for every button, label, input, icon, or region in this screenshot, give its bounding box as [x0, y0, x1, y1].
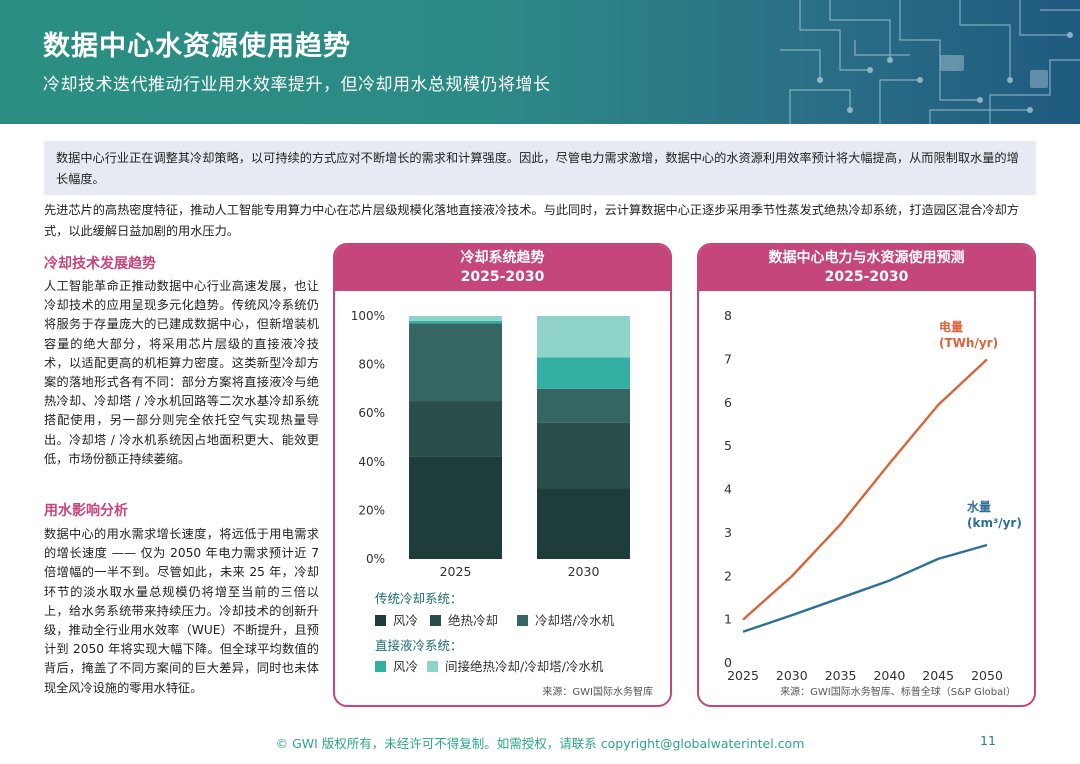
- stacked-bar-chart: 0% 20% 40% 60% 80% 100% 2025 2030 传统冷却系统： 风冷 绝热…: [351, 309, 653, 698]
- legend-swatch: [430, 615, 441, 626]
- page-number: 11: [980, 733, 996, 748]
- legend-label: 风冷: [393, 613, 418, 628]
- section-heading-cooling: 冷却技术发展趋势: [44, 256, 156, 272]
- section-body-cooling: 人工智能革命正推动数据中心行业高速发展，也让冷却技术的应用呈现多元化趋势。传统风…: [44, 279, 319, 466]
- y-tick-label: 100%: [351, 309, 385, 323]
- bar-segment: [537, 316, 630, 358]
- water-series-label: 水量: [967, 499, 991, 514]
- cooling-trend-panel-header: 冷却系统趋势 2025-2030: [335, 245, 670, 291]
- legend-label: 冷却塔/冷水机: [535, 613, 615, 628]
- x-tick-label: 2030: [568, 564, 600, 579]
- y-tick-label: 40%: [358, 455, 385, 469]
- x-tick-label: 2030: [776, 668, 808, 683]
- chart-source: 来源：GWI国际水务智库: [542, 685, 653, 698]
- y-tick-label: 60%: [358, 406, 385, 420]
- y-tick-label: 7: [724, 351, 732, 366]
- legend-swatch: [517, 615, 528, 626]
- x-tick-label: 2045: [922, 668, 954, 683]
- lead-paragraph: 先进芯片的高热密度特征，推动人工智能专用算力中心在芯片层级规模化落地直接液冷技术…: [44, 203, 1019, 238]
- y-tick-label: 5: [724, 438, 732, 453]
- cooling-trend-panel: 冷却系统趋势 2025-2030 0% 20% 40% 60% 80% 100% 2025…: [333, 243, 672, 707]
- bar-segment: [537, 422, 630, 489]
- x-tick-label: 2025: [727, 668, 759, 683]
- chart-source: 来源：GWI国际水务智库、标普全球（S&P Global）: [780, 685, 1016, 698]
- chart-subtitle: 2025-2030: [824, 269, 909, 285]
- bar-segment: [409, 320, 502, 324]
- series-line: [742, 543, 988, 633]
- section-heading-water: 用水影响分析: [44, 503, 128, 519]
- legend-swatch: [427, 661, 438, 672]
- chart-subtitle: 2025-2030: [460, 269, 545, 285]
- copyright-footer: © GWI 版权所有，未经许可不得复制。如需授权，请联系 copyright@g…: [275, 736, 805, 751]
- y-tick-label: 0%: [366, 552, 385, 566]
- bar-segment: [409, 456, 502, 559]
- bar-segment: [537, 388, 630, 423]
- x-tick-label: 2035: [825, 668, 857, 683]
- series-line: [742, 358, 988, 621]
- y-tick-label: 0: [724, 655, 732, 670]
- legend-swatch: [375, 615, 386, 626]
- y-tick-label: 1: [724, 612, 732, 627]
- y-tick-label: 80%: [358, 358, 385, 372]
- circuit-board-image: [780, 0, 1080, 124]
- page-title: 数据中心水资源使用趋势: [43, 31, 351, 62]
- y-tick-label: 4: [724, 482, 732, 497]
- section-body-water: 数据中心的用水需求增长速度，将远低于用电需求的增长速度 —— 仅为 2050 年…: [44, 527, 319, 695]
- legend-label: 间接绝热冷却/冷却塔/冷水机: [445, 659, 604, 674]
- power-water-panel: 数据中心电力与水资源使用预测 2025-2030 0 1 2 3 4 5 6 7 8 2025 20…: [697, 243, 1036, 707]
- chart-title: 数据中心电力与水资源使用预测: [768, 250, 965, 266]
- y-tick-label: 6: [724, 395, 732, 410]
- power-series-unit: (TWh/yr): [939, 336, 998, 350]
- x-tick-label: 2040: [873, 668, 905, 683]
- y-tick-label: 3: [724, 525, 732, 540]
- power-series-label: 电量: [939, 319, 963, 334]
- power-water-panel-header: 数据中心电力与水资源使用预测 2025-2030: [699, 245, 1034, 291]
- page-subtitle: 冷却技术迭代推动行业用水效率提升，但冷却用水总规模仍将增长: [43, 75, 551, 95]
- x-tick-label: 2050: [971, 668, 1003, 683]
- legend-swatch: [375, 661, 386, 672]
- bar-segment: [537, 488, 630, 559]
- y-tick-label: 8: [724, 308, 732, 323]
- line-chart: 0 1 2 3 4 5 6 7 8 2025 2030 2035 2040 2045 2050 电量 (TWh…: [724, 308, 1022, 698]
- legend-label: 绝热冷却: [448, 613, 498, 628]
- legend-label: 风冷: [393, 659, 418, 674]
- legend-group-direct-liquid: 直接液冷系统：: [375, 638, 463, 653]
- x-tick-label: 2025: [440, 564, 472, 579]
- y-tick-label: 2: [724, 568, 732, 583]
- bar-segment: [409, 323, 502, 402]
- chart-title: 冷却系统趋势: [460, 250, 545, 266]
- header-banner: 数据中心水资源使用趋势 冷却技术迭代推动行业用水效率提升，但冷却用水总规模仍将增…: [0, 0, 1080, 124]
- bar-segment: [537, 357, 630, 389]
- y-tick-label: 20%: [358, 503, 385, 517]
- intro-summary: 数据中心行业正在调整其冷却策略，以可持续的方式应对不断增长的需求和计算强度。因此…: [44, 141, 1036, 195]
- bar-segment: [409, 316, 502, 321]
- water-series-unit: (km³/yr): [967, 516, 1022, 530]
- bar-segment: [409, 401, 502, 457]
- legend-group-traditional: 传统冷却系统：: [375, 591, 463, 606]
